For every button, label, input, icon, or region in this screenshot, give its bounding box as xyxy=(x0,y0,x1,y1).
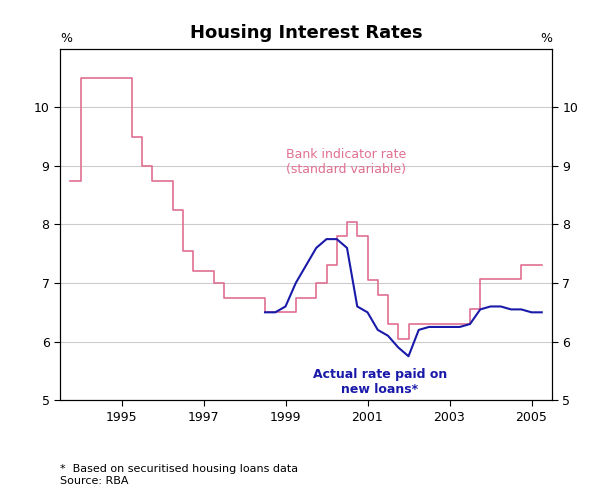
Text: Actual rate paid on
new loans*: Actual rate paid on new loans* xyxy=(313,368,447,396)
Text: Bank indicator rate
(standard variable): Bank indicator rate (standard variable) xyxy=(286,148,406,176)
Title: Housing Interest Rates: Housing Interest Rates xyxy=(190,24,422,41)
Text: %: % xyxy=(540,32,552,45)
Text: %: % xyxy=(60,32,72,45)
Text: *  Based on securitised housing loans data
Source: RBA: * Based on securitised housing loans dat… xyxy=(60,464,298,486)
